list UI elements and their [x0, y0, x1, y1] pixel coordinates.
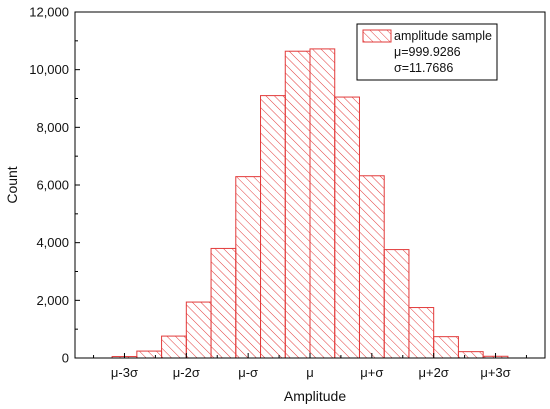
- y-axis-title: Count: [4, 166, 20, 203]
- x-tick-label: μ+2σ: [419, 365, 449, 380]
- x-tick-label: μ+3σ: [480, 365, 510, 380]
- histogram-bar: [457, 351, 484, 359]
- x-tick-label: μ-3σ: [111, 365, 138, 380]
- histogram-bar: [433, 336, 459, 359]
- x-tick-label: μ-σ: [238, 365, 258, 380]
- x-axis: μ-3σ μ-2σ μ-σ μ μ+σ μ+2σ μ+3σ: [93, 353, 527, 380]
- histogram-bar: [260, 95, 286, 359]
- y-tick-label: 2,000: [36, 293, 69, 308]
- histogram-bar: [284, 50, 311, 359]
- histogram-bar: [136, 350, 163, 359]
- histogram-bar: [309, 48, 336, 359]
- y-tick-label: 6,000: [36, 178, 69, 193]
- legend-label: amplitude sample: [394, 29, 492, 43]
- x-tick-label: μ+σ: [360, 365, 383, 380]
- y-axis: 0 2,000 4,000 6,000 8,000 10,000 12,000: [29, 5, 80, 366]
- y-tick-label: 4,000: [36, 235, 69, 250]
- histogram-bar: [235, 176, 262, 359]
- y-tick-label: 8,000: [36, 120, 69, 135]
- histogram-bar: [334, 96, 360, 359]
- y-tick-label: 12,000: [29, 5, 69, 20]
- histogram-bar: [185, 301, 212, 359]
- x-tick-label: μ-2σ: [173, 365, 200, 380]
- histogram-bar: [383, 249, 410, 359]
- histogram-bar: [161, 335, 187, 359]
- bars-group: [111, 48, 509, 359]
- histogram-bar: [408, 307, 435, 359]
- x-axis-title: Amplitude: [284, 388, 346, 404]
- y-tick-label: 10,000: [29, 62, 69, 77]
- legend-mean-stat: μ=999.9286: [394, 45, 461, 59]
- x-tick-label: μ: [306, 365, 314, 380]
- histogram-bar: [210, 247, 237, 359]
- legend-sigma-stat: σ=11.7686: [394, 61, 453, 75]
- legend: amplitude sample μ=999.9286 σ=11.7686: [356, 23, 498, 81]
- histogram-bar: [358, 175, 385, 359]
- y-tick-label: 0: [62, 351, 69, 366]
- legend-swatch: [362, 29, 392, 43]
